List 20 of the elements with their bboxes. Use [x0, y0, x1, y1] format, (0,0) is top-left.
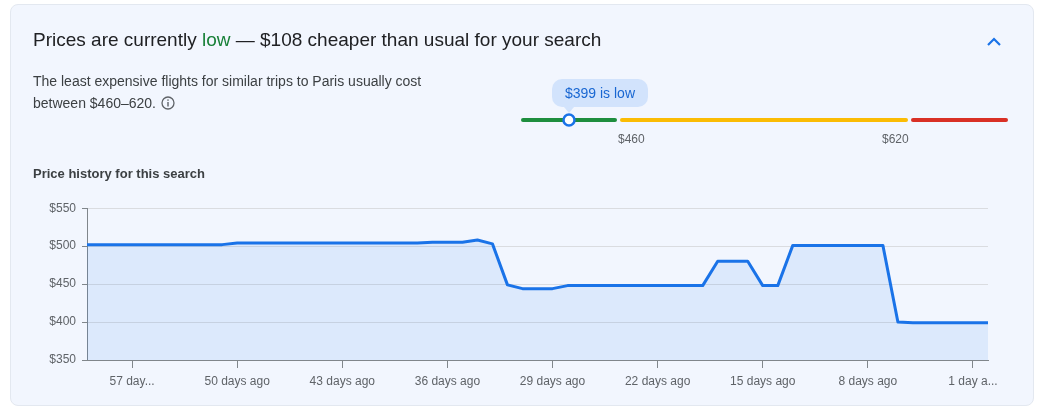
y-tick-label: $550: [49, 200, 77, 215]
text: $620: [882, 132, 909, 146]
text: Price history for this search: [33, 166, 205, 181]
text: $460: [618, 132, 645, 146]
x-tick-label: 43 days ago: [309, 373, 376, 388]
x-tick-label: 57 day...: [109, 373, 155, 388]
x-tick-label: 22 days ago: [624, 373, 691, 388]
chart-subtitle: The least expensive flights for similar trips to Paris usually cost between $460–620.: [33, 73, 422, 111]
text: $399 is low: [552, 79, 648, 107]
chart-title: Prices are currently low — $108 cheaper than usual for your search: [33, 29, 602, 50]
y-tick-label: $350: [49, 352, 77, 367]
y-tick-label: $500: [49, 238, 77, 253]
x-tick-label: 1 day a...: [948, 373, 998, 388]
x-tick-label: 29 days ago: [519, 373, 586, 388]
y-tick-label: $400: [49, 314, 77, 329]
x-tick-label: 50 days ago: [204, 373, 271, 388]
x-tick-label: 8 days ago: [838, 373, 898, 388]
y-tick-label: $450: [49, 276, 77, 291]
x-tick-label: 36 days ago: [414, 373, 481, 388]
x-tick-label: 15 days ago: [730, 373, 796, 388]
